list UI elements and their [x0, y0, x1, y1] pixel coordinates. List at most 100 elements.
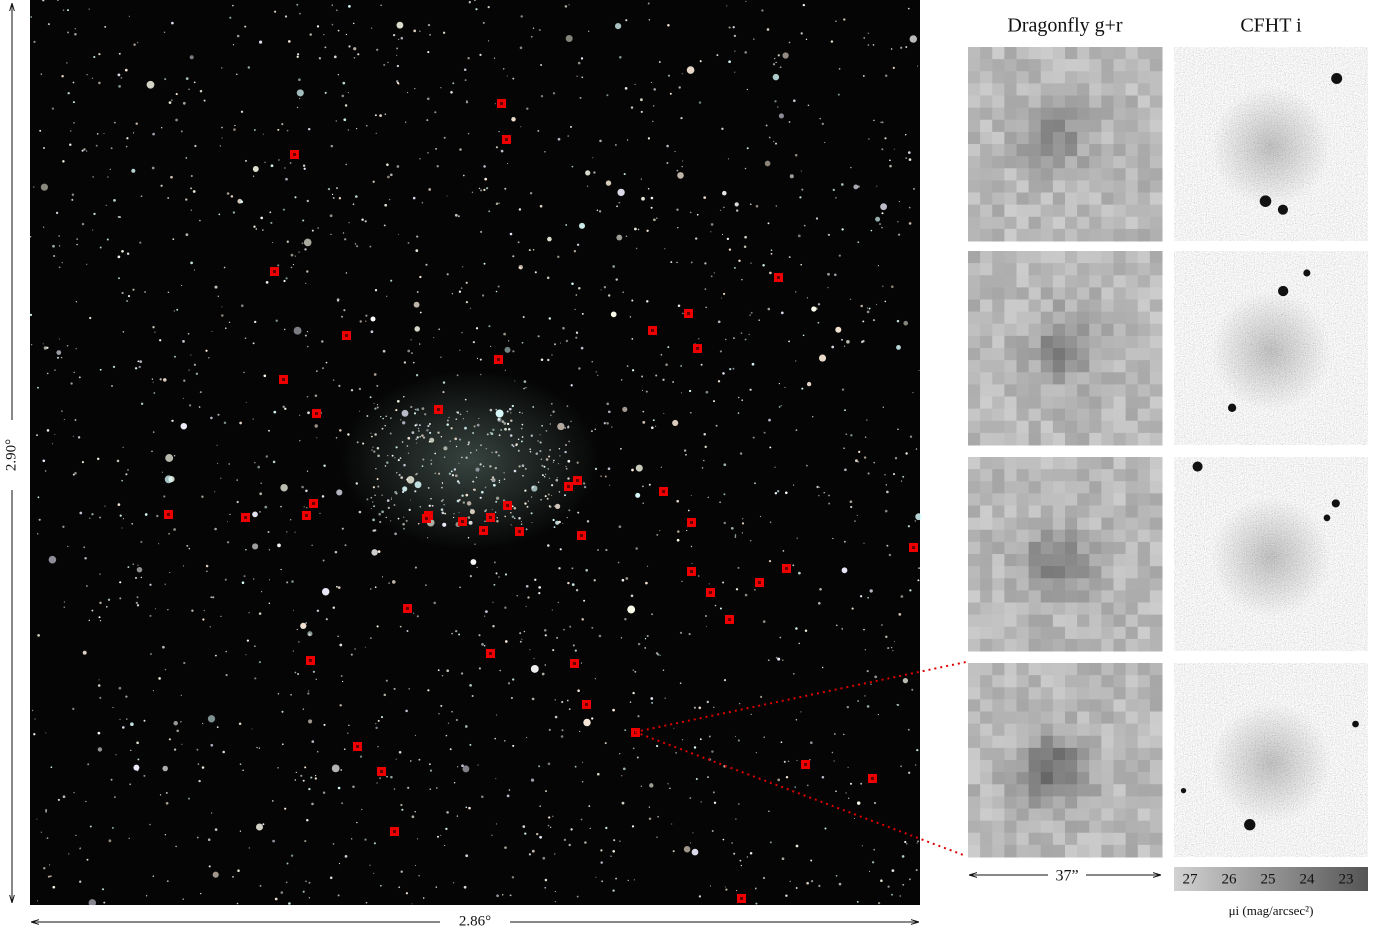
star — [360, 755, 362, 757]
star — [426, 429, 428, 431]
star — [538, 335, 540, 337]
pixel — [1053, 760, 1066, 773]
pixel — [1041, 205, 1054, 218]
pixel — [1089, 554, 1102, 567]
pixel — [1041, 833, 1054, 846]
pixel — [1004, 421, 1017, 434]
star — [806, 882, 809, 885]
pixel — [1114, 518, 1127, 531]
star — [277, 264, 279, 266]
star — [466, 282, 468, 284]
star — [336, 437, 337, 438]
star — [672, 381, 674, 383]
star — [653, 88, 656, 91]
star — [194, 364, 196, 366]
star — [153, 690, 154, 691]
star — [415, 735, 416, 736]
star — [729, 368, 731, 370]
pixel — [1138, 845, 1151, 858]
pixel — [1150, 821, 1163, 834]
pixel — [980, 821, 993, 834]
star — [575, 309, 576, 310]
star — [390, 173, 393, 176]
star — [377, 746, 378, 747]
star — [677, 530, 679, 532]
star — [165, 669, 166, 670]
pixel — [1004, 615, 1017, 628]
star — [73, 792, 74, 793]
star — [377, 455, 380, 458]
pixel — [992, 748, 1005, 761]
star — [194, 82, 196, 84]
pixel — [1041, 433, 1054, 446]
pixel — [1138, 384, 1151, 397]
star — [722, 191, 727, 196]
pixel — [968, 193, 981, 206]
star — [496, 146, 498, 148]
star — [137, 360, 139, 362]
star — [705, 307, 707, 309]
star — [511, 524, 512, 525]
star — [416, 236, 418, 238]
pixel — [1004, 120, 1017, 133]
pixel — [1114, 47, 1127, 60]
star — [400, 419, 401, 420]
star — [540, 441, 542, 443]
star — [771, 249, 773, 251]
star — [487, 433, 489, 435]
star — [827, 273, 830, 276]
pixel — [1150, 784, 1163, 797]
star — [617, 189, 624, 196]
star — [750, 852, 753, 855]
star — [307, 346, 309, 348]
pixel — [1101, 772, 1114, 785]
star — [448, 723, 449, 724]
star — [512, 255, 514, 257]
pixel — [1053, 275, 1066, 288]
star — [651, 702, 653, 704]
star — [70, 382, 72, 384]
star — [338, 787, 341, 790]
star — [444, 137, 446, 139]
star — [852, 608, 854, 610]
pixel — [1150, 530, 1163, 543]
star — [404, 361, 406, 363]
star — [422, 465, 424, 467]
pixel — [1053, 663, 1066, 676]
star — [909, 158, 912, 161]
star — [118, 256, 121, 259]
pixel — [1089, 300, 1102, 313]
pixel — [1089, 809, 1102, 822]
pixel — [1138, 96, 1151, 109]
pixel — [1126, 168, 1139, 181]
star — [841, 183, 844, 186]
star — [415, 409, 417, 411]
star — [876, 304, 877, 305]
star — [495, 501, 497, 503]
star — [108, 599, 110, 601]
star — [622, 291, 623, 292]
star — [407, 476, 415, 484]
star — [747, 856, 748, 857]
star — [818, 602, 821, 605]
pixel — [968, 71, 981, 84]
star — [413, 613, 414, 614]
star — [428, 188, 431, 191]
star — [873, 44, 875, 46]
star — [599, 635, 602, 638]
star — [520, 126, 521, 127]
star — [72, 708, 74, 710]
pixel — [1065, 699, 1078, 712]
pixel — [1126, 108, 1139, 121]
star — [307, 411, 310, 414]
star — [398, 39, 399, 40]
star — [442, 512, 445, 515]
star — [593, 171, 595, 173]
pixel — [968, 712, 981, 725]
star — [559, 448, 560, 449]
pixel — [1150, 687, 1163, 700]
star — [75, 835, 76, 836]
star — [848, 798, 849, 799]
pixel — [968, 699, 981, 712]
star — [722, 234, 723, 235]
